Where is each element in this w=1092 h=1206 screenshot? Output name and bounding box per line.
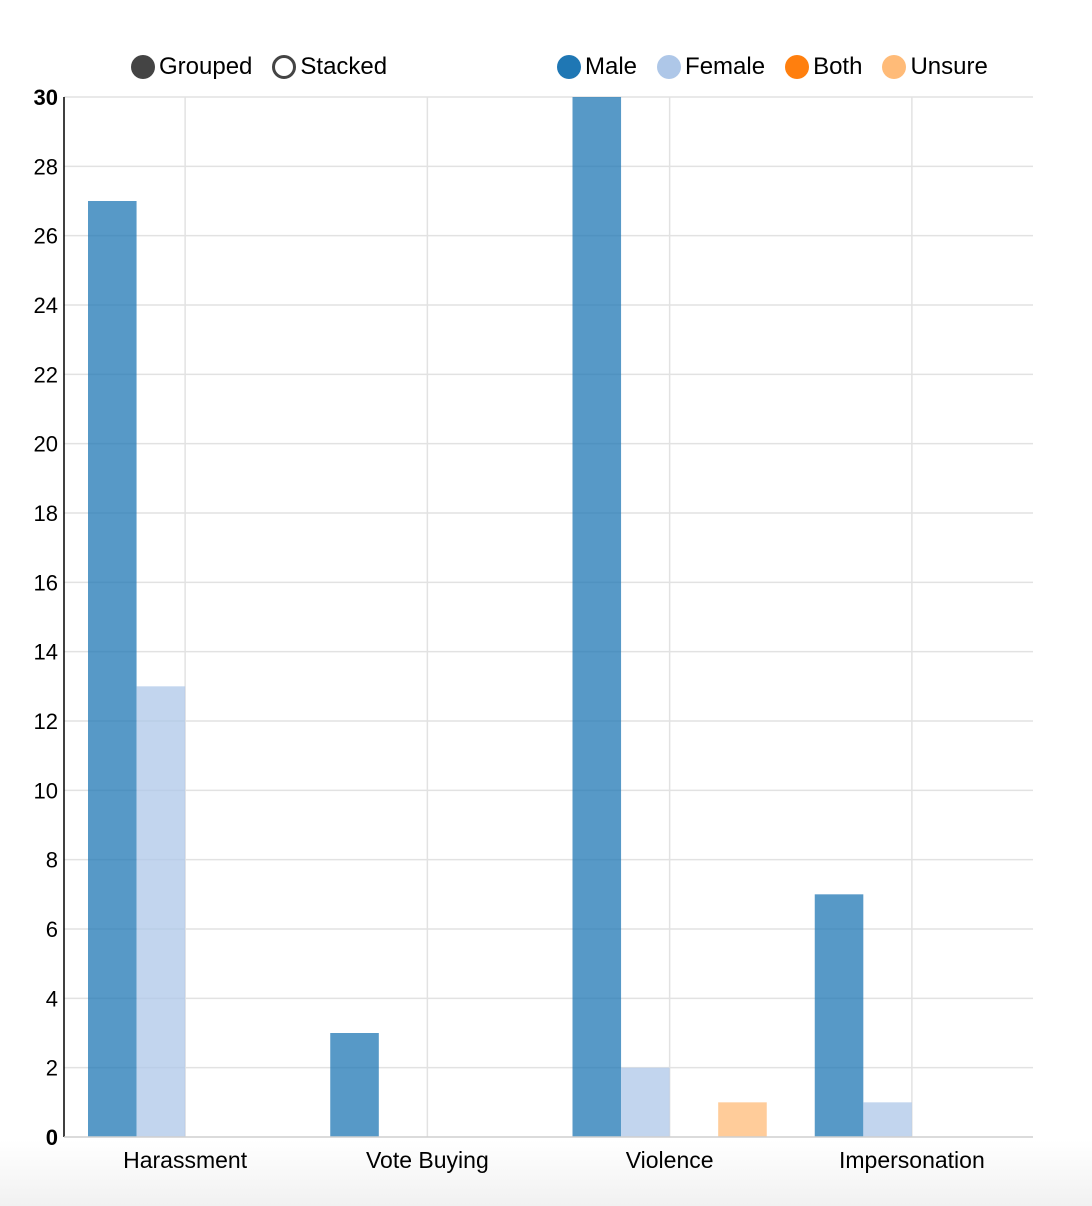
series-legend: Male Female Both Unsure bbox=[557, 52, 1008, 82]
legend-label: Male bbox=[585, 53, 638, 80]
y-tick-label: 0 bbox=[46, 1125, 58, 1150]
legend-swatch-icon bbox=[882, 55, 907, 79]
bars bbox=[88, 97, 912, 1137]
bar-male bbox=[814, 894, 864, 1137]
x-category-label: Violence bbox=[626, 1147, 714, 1173]
bar-male bbox=[330, 1033, 379, 1137]
y-tick-label: 16 bbox=[34, 570, 58, 595]
legend-label: Female bbox=[685, 53, 766, 80]
y-tick-label: 14 bbox=[34, 640, 58, 665]
x-category-label: Impersonation bbox=[839, 1147, 985, 1173]
y-tick-label: 30 bbox=[34, 85, 58, 110]
y-tick-label: 28 bbox=[34, 154, 58, 179]
legend-label: Unsure bbox=[910, 53, 988, 80]
x-category-label: Vote Buying bbox=[366, 1147, 489, 1173]
chart-mode-controls: Grouped Stacked bbox=[131, 52, 407, 82]
stacked-label: Stacked bbox=[300, 53, 388, 80]
y-tick-label: 20 bbox=[34, 432, 58, 457]
bar-male bbox=[572, 97, 622, 1137]
stacked-toggle[interactable]: Stacked bbox=[272, 53, 387, 81]
legend-label: Both bbox=[813, 53, 863, 80]
legend-item-unsure[interactable]: Unsure bbox=[882, 53, 988, 81]
y-tick-label: 6 bbox=[46, 917, 58, 942]
y-tick-label: 24 bbox=[34, 293, 58, 318]
x-category-label: Harassment bbox=[123, 1147, 248, 1173]
bar-female bbox=[136, 686, 186, 1137]
y-tick-label: 10 bbox=[34, 778, 58, 803]
y-tick-label: 2 bbox=[46, 1056, 58, 1081]
legend-item-female[interactable]: Female bbox=[657, 53, 765, 81]
grouped-label: Grouped bbox=[159, 53, 253, 80]
radio-unselected-icon bbox=[272, 55, 297, 79]
radio-selected-icon bbox=[131, 55, 155, 79]
bar-female bbox=[621, 1067, 670, 1137]
grouped-toggle[interactable]: Grouped bbox=[131, 53, 252, 81]
bar-unsure bbox=[718, 1102, 767, 1137]
y-tick-label: 22 bbox=[34, 362, 58, 387]
y-tick-label: 4 bbox=[46, 986, 58, 1011]
y-tick-label: 8 bbox=[46, 848, 58, 873]
gridlines bbox=[64, 96, 1033, 1137]
legend-item-male[interactable]: Male bbox=[557, 53, 637, 81]
legend-swatch-icon bbox=[785, 55, 810, 79]
bar-female bbox=[863, 1102, 912, 1137]
bar-male bbox=[88, 201, 137, 1137]
legend-swatch-icon bbox=[557, 55, 581, 79]
y-tick-label: 12 bbox=[34, 709, 58, 734]
legend-swatch-icon bbox=[657, 55, 682, 79]
y-tick-label: 18 bbox=[34, 501, 58, 526]
y-tick-label: 26 bbox=[34, 224, 58, 249]
legend-item-both[interactable]: Both bbox=[785, 53, 862, 81]
